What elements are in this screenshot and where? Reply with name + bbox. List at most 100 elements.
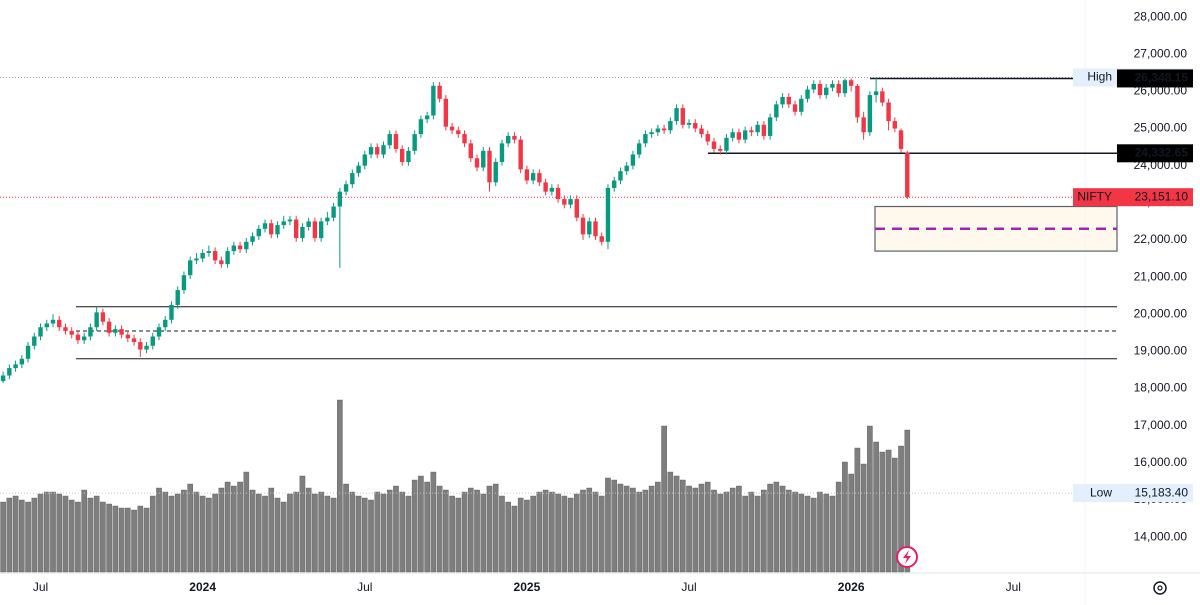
candle-body: [624, 165, 629, 172]
candle-body: [244, 241, 249, 250]
candle-body: [393, 134, 399, 149]
volume-bar: [374, 491, 381, 573]
volume-bar: [355, 495, 362, 573]
candle-body: [63, 327, 68, 331]
candle-body: [905, 152, 910, 198]
candle-body: [187, 260, 193, 276]
volume-bar: [224, 481, 231, 573]
candle-body: [524, 169, 530, 181]
volume-bar: [786, 489, 792, 573]
candle-body: [44, 323, 49, 328]
candle-body: [368, 147, 374, 155]
volume-bar: [436, 485, 443, 573]
last-tag-name: NIFTY: [1077, 189, 1112, 203]
volume-bar: [754, 495, 761, 573]
candle-body: [281, 221, 286, 226]
candle-body: [742, 130, 748, 140]
candle-body: [275, 225, 280, 235]
low-tag-name-bg: [1073, 484, 1117, 503]
settings-icon[interactable]: [1153, 581, 1167, 595]
candle-body: [711, 141, 717, 149]
candle-body: [761, 124, 767, 136]
volume-bar: [137, 505, 144, 573]
candle-body: [468, 143, 473, 159]
y-tick-label: 21,000.00: [1134, 269, 1188, 283]
volume-bar: [68, 499, 75, 573]
volume-bar: [898, 445, 904, 573]
volume-bar: [380, 493, 387, 573]
candle-body: [898, 130, 904, 149]
volume-bar: [517, 497, 524, 573]
x-tick-label: 2026: [838, 580, 865, 594]
candle-body: [287, 219, 293, 222]
candle-body: [693, 122, 698, 129]
volume-bar: [218, 487, 225, 573]
volume-bar: [162, 491, 169, 573]
y-tick-label: 19,000.00: [1134, 344, 1188, 358]
candle-body: [169, 304, 174, 320]
volume-bar: [231, 485, 237, 573]
volume-bar: [492, 483, 499, 573]
volume-bar: [361, 497, 368, 573]
volume-bar: [43, 491, 50, 573]
y-tick-label: 22,000.00: [1134, 232, 1188, 246]
volume-bar: [149, 495, 156, 573]
volume-bar: [312, 493, 318, 573]
volume-bar: [386, 489, 393, 573]
candle-body: [125, 334, 131, 339]
y-tick-label: 17,000.00: [1134, 418, 1188, 432]
badge[interactable]: [896, 546, 918, 568]
volume-bar: [761, 489, 767, 573]
volume-bar: [829, 495, 836, 573]
volume-bar: [879, 451, 886, 573]
candle-body: [375, 147, 380, 155]
candle-body: [549, 187, 555, 192]
volume-bar: [623, 485, 630, 573]
candle-body: [668, 121, 673, 131]
volume-bar: [168, 495, 175, 573]
volume-bar: [729, 487, 736, 573]
x-tick-label: 2025: [514, 580, 541, 594]
volume-bar: [573, 493, 580, 573]
candle-body: [343, 184, 349, 192]
candle-body: [537, 173, 542, 183]
volume-bar: [486, 485, 493, 573]
candle-body: [306, 221, 311, 227]
candle-body: [269, 223, 274, 235]
candle-body: [512, 135, 517, 140]
volume-bar: [56, 493, 63, 573]
volume-bar: [443, 489, 449, 573]
volume-bar: [112, 505, 119, 573]
candle-body: [231, 245, 237, 252]
candle-body: [456, 130, 461, 135]
volume-bar: [187, 483, 193, 573]
candle-body: [649, 132, 654, 135]
volume-bar: [405, 495, 412, 573]
volume-bar: [704, 481, 711, 573]
candle-body: [718, 148, 723, 151]
volume-bar: [561, 495, 568, 573]
candle-body: [138, 342, 143, 350]
candle-body: [530, 173, 536, 181]
volume-bar: [854, 447, 861, 573]
volume-bar: [655, 481, 661, 573]
volume-bar: [817, 491, 823, 573]
volume-bar: [867, 425, 873, 573]
candle-body: [250, 236, 255, 242]
volume-bar: [692, 487, 699, 573]
volume-bar: [792, 491, 798, 573]
candle-body: [418, 119, 424, 135]
candle-body: [686, 122, 692, 125]
volume-bar: [337, 399, 343, 573]
volume-bar: [567, 497, 574, 573]
volume-bar: [810, 497, 817, 573]
candle-body: [437, 85, 442, 99]
volume-bar: [892, 457, 898, 573]
volume-bar: [885, 449, 892, 573]
candle-body: [293, 219, 299, 239]
volume-bar: [467, 487, 474, 573]
candle-body: [256, 228, 261, 237]
volume-bar: [511, 505, 518, 573]
volume-bar: [262, 495, 268, 573]
volume-bar: [860, 463, 867, 573]
